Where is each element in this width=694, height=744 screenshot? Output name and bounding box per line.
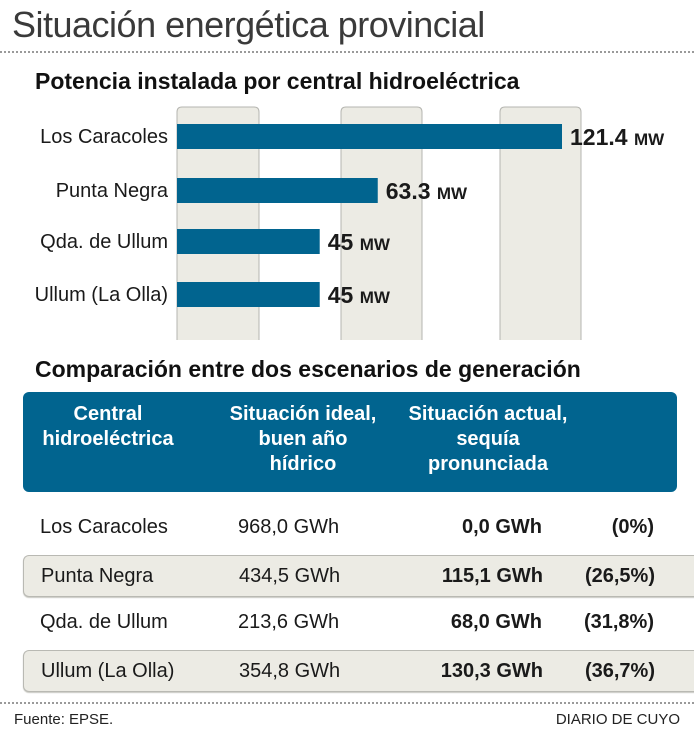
divider-bottom (0, 702, 694, 704)
bar (177, 282, 320, 307)
cell-percent: (0%) (611, 516, 654, 538)
category-label: Ullum (La Olla) (35, 284, 168, 306)
cell-central: Los Caracoles (40, 516, 168, 538)
cell-ideal: 354,8 GWh (239, 660, 341, 682)
table-header: Central hidroeléctrica Situación ideal, … (23, 392, 677, 492)
header-ideal: Situación ideal, buen año hídrico (213, 402, 393, 477)
table-row: Punta Negra 434,5 GWh 115,1 GWh (26,5%) (23, 555, 694, 597)
header-line: pronunciada (427, 453, 548, 475)
cell-percent: (31,8%) (583, 611, 654, 633)
header-line: hídrico (269, 453, 337, 475)
value-label: 63.3 MW (386, 178, 468, 204)
bar (177, 229, 320, 254)
divider-top (0, 51, 694, 53)
source-note: Fuente: EPSE. (14, 711, 114, 728)
value-label: 45 MW (328, 282, 391, 308)
cell-central: Qda. de Ullum (40, 611, 168, 633)
table-row: Qda. de Ullum 213,6 GWh 68,0 GWh (31,8%) (23, 602, 694, 642)
header-line: Central (73, 403, 143, 425)
background-band (499, 106, 582, 340)
bar (177, 178, 378, 203)
value-label: 121.4 MW (570, 124, 665, 150)
cell-actual: 68,0 GWh (450, 611, 542, 633)
category-label: Los Caracoles (40, 126, 168, 148)
header-line: hidroeléctrica (42, 428, 174, 450)
table-row: Los Caracoles 968,0 GWh 0,0 GWh (0%) (23, 507, 694, 547)
header-line: Situación actual, (408, 403, 568, 425)
background-band (176, 106, 260, 340)
header-line: buen año (258, 428, 348, 450)
cell-actual: 0,0 GWh (461, 516, 542, 538)
category-label: Qda. de Ullum (40, 231, 168, 253)
page-title: Situación energética provincial (12, 4, 485, 45)
table-row: Ullum (La Olla) 354,8 GWh 130,3 GWh (36,… (23, 650, 694, 692)
bar-chart: Los Caracoles Punta Negra Qda. de Ullum Ull… (35, 106, 665, 340)
value-label: 45 MW (328, 229, 391, 255)
bar (177, 124, 562, 149)
header-line: sequía (456, 428, 520, 450)
category-label: Punta Negra (56, 180, 169, 202)
cell-actual: 115,1 GWh (441, 565, 543, 587)
table-title: Comparación entre dos escenarios de gene… (35, 356, 581, 382)
chart-title: Potencia instalada por central hidroeléc… (35, 68, 520, 94)
cell-actual: 130,3 GWh (440, 660, 543, 682)
publisher-credit: DIARIO DE CUYO (555, 711, 680, 728)
header-line: Situación ideal, (229, 403, 377, 425)
cell-central: Ullum (La Olla) (41, 660, 175, 682)
cell-ideal: 213,6 GWh (238, 611, 340, 633)
cell-percent: (26,5%) (584, 565, 655, 587)
cell-ideal: 434,5 GWh (239, 565, 341, 587)
header-central: Central hidroeléctrica (33, 402, 183, 452)
cell-central: Punta Negra (41, 565, 154, 587)
cell-ideal: 968,0 GWh (238, 516, 340, 538)
background-band (340, 106, 423, 340)
header-actual: Situación actual, sequía pronunciada (398, 402, 578, 477)
cell-percent: (36,7%) (584, 660, 655, 682)
